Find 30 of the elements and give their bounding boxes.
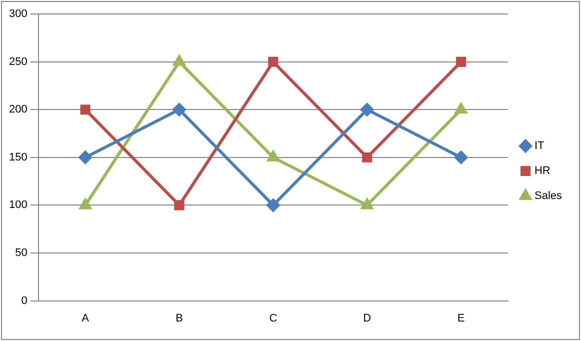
point xyxy=(266,198,280,212)
point xyxy=(454,150,468,164)
point xyxy=(174,200,184,210)
legend-label: HR xyxy=(534,165,550,178)
x-tick-label: E xyxy=(457,312,465,324)
point xyxy=(455,103,467,114)
y-tick-label: 200 xyxy=(8,104,28,116)
point xyxy=(78,150,92,164)
y-tick-label: 150 xyxy=(8,151,28,164)
x-tick-label: B xyxy=(176,312,183,324)
point xyxy=(79,198,92,210)
x-tick-label: D xyxy=(363,312,372,324)
y-tick-label: 50 xyxy=(15,247,28,260)
point xyxy=(268,56,278,67)
x-tick-label: A xyxy=(82,312,90,324)
point xyxy=(173,55,186,66)
point xyxy=(267,150,279,162)
point xyxy=(172,103,186,116)
point xyxy=(360,103,374,116)
y-tick-label: 250 xyxy=(8,56,28,68)
x-tick-label: C xyxy=(269,312,278,324)
point xyxy=(80,104,90,115)
y-tick-label: 300 xyxy=(8,8,28,20)
y-tick-label: 100 xyxy=(8,199,28,212)
point xyxy=(362,152,372,162)
point xyxy=(456,56,466,67)
legend-label: Sales xyxy=(534,190,562,202)
legend-label: IT xyxy=(534,140,545,152)
y-tick-label: 0 xyxy=(21,294,28,307)
point xyxy=(361,198,373,210)
